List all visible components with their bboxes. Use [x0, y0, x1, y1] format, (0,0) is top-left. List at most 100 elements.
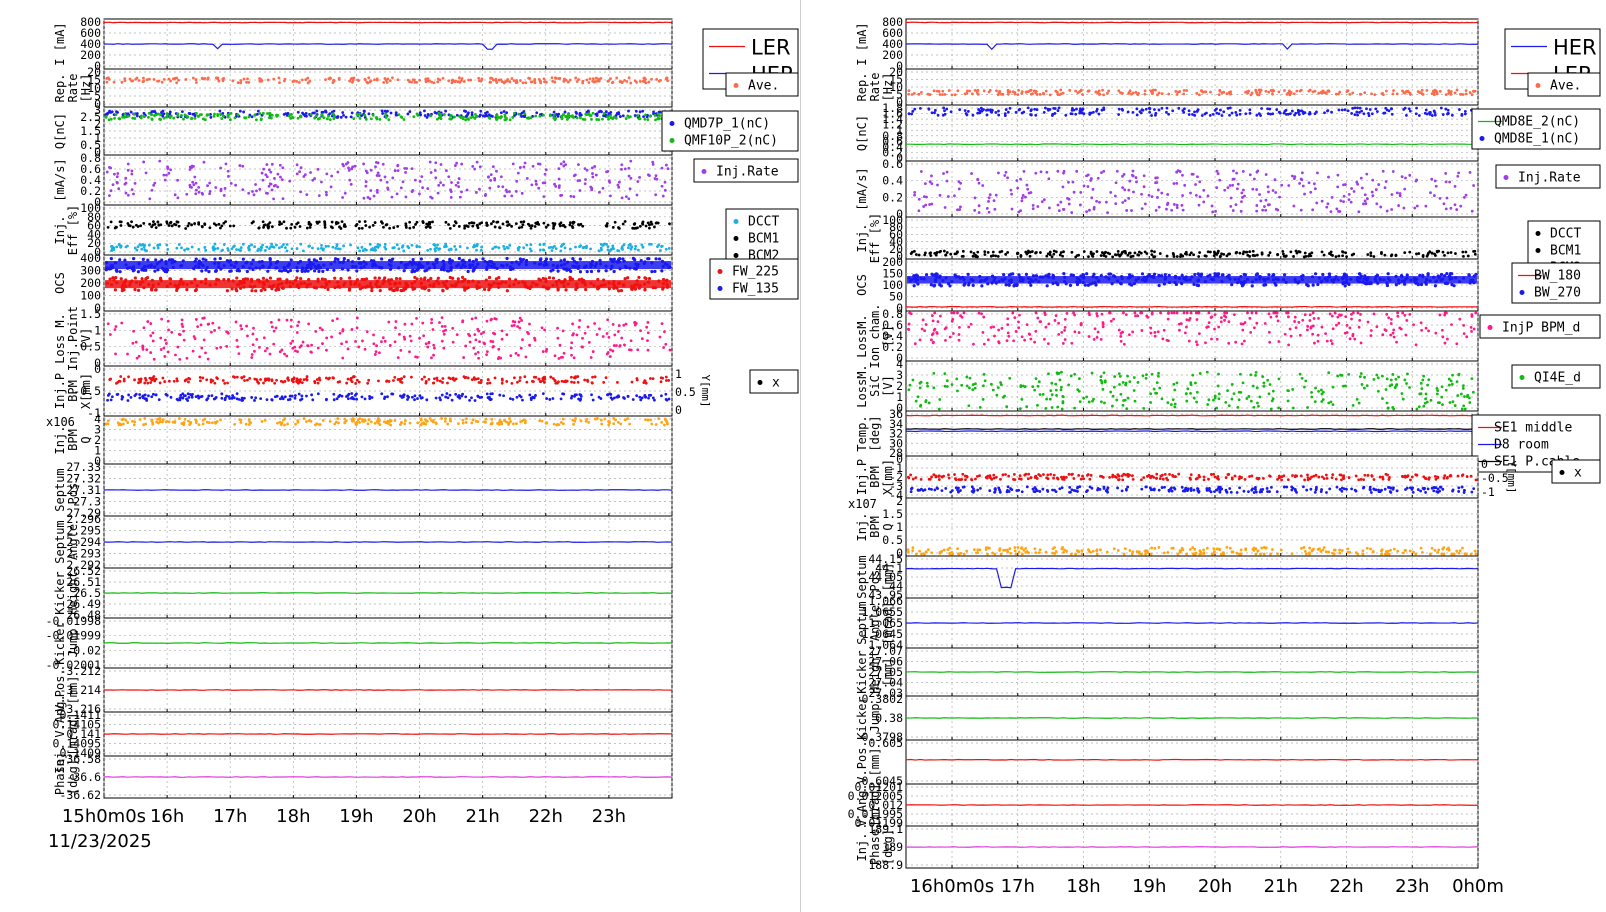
- data-point: [260, 113, 264, 117]
- data-point: [1429, 191, 1432, 195]
- data-point: [251, 190, 254, 193]
- data-point: [143, 248, 147, 252]
- data-point: [212, 222, 216, 226]
- data-point: [165, 173, 168, 177]
- data-point: [324, 190, 328, 194]
- series-vpos: [103, 689, 673, 691]
- right-tick-label: 1: [675, 367, 682, 381]
- data-point: [1444, 93, 1448, 97]
- y-axis-label: BPM: [66, 380, 80, 402]
- data-point: [453, 164, 457, 167]
- data-point: [627, 197, 631, 201]
- data-point: [597, 395, 601, 399]
- legend-swatch: [1535, 83, 1541, 88]
- data-point: [645, 115, 649, 119]
- data-point: [556, 336, 560, 340]
- data-point: [1346, 89, 1350, 93]
- data-point: [480, 221, 484, 225]
- data-point: [565, 379, 569, 383]
- legend-label: QMF10P_2(nC): [684, 134, 778, 149]
- data-point: [572, 195, 576, 199]
- data-point: [194, 418, 198, 422]
- data-point: [178, 398, 182, 402]
- data-point: [1107, 89, 1111, 93]
- data-point: [1151, 92, 1155, 95]
- data-point: [251, 258, 255, 262]
- data-point: [119, 277, 123, 281]
- data-point: [261, 220, 265, 224]
- data-point: [933, 111, 936, 115]
- data-point: [241, 257, 245, 261]
- data-point: [1052, 106, 1056, 110]
- data-point: [1446, 111, 1450, 115]
- data-point: [163, 355, 167, 358]
- data-point: [1006, 88, 1010, 92]
- data-point: [118, 270, 122, 274]
- data-point: [1350, 112, 1354, 115]
- data-point: [1102, 108, 1106, 111]
- data-point: [139, 377, 143, 381]
- data-point: [616, 330, 620, 333]
- data-point: [545, 397, 549, 400]
- data-point: [226, 248, 230, 252]
- data-point: [1056, 109, 1060, 112]
- data-point: [1298, 182, 1301, 185]
- data-point: [187, 380, 190, 384]
- data-point: [385, 80, 389, 84]
- data-point: [547, 276, 552, 280]
- data-point: [269, 320, 273, 324]
- data-point: [624, 117, 628, 120]
- data-point: [371, 113, 375, 117]
- y-axis-label: X[mm]: [79, 373, 93, 409]
- data-point: [1087, 89, 1091, 93]
- data-point: [423, 109, 426, 113]
- data-point: [134, 340, 138, 344]
- data-point: [1210, 204, 1214, 208]
- data-point: [663, 180, 667, 184]
- data-point: [1183, 183, 1187, 187]
- data-point: [109, 220, 113, 224]
- data-point: [1011, 90, 1015, 94]
- data-point: [595, 79, 599, 83]
- data-point: [603, 417, 607, 421]
- data-point: [219, 189, 223, 193]
- data-point: [277, 318, 281, 322]
- data-point: [214, 421, 218, 425]
- data-point: [508, 243, 512, 247]
- data-point: [512, 111, 516, 115]
- data-point: [571, 418, 575, 422]
- legend-label: FW_225: [732, 265, 779, 280]
- data-point: [278, 223, 281, 226]
- data-point: [177, 243, 181, 246]
- data-point: [942, 106, 946, 110]
- data-point: [175, 377, 179, 381]
- data-point: [111, 276, 115, 280]
- data-point: [581, 224, 585, 228]
- data-point: [912, 91, 916, 95]
- data-point: [272, 197, 276, 201]
- data-point: [362, 162, 366, 166]
- data-point: [191, 349, 195, 353]
- data-point: [1375, 110, 1379, 113]
- data-point: [1449, 90, 1453, 93]
- data-point: [557, 112, 561, 116]
- data-point: [636, 248, 640, 252]
- data-point: [217, 326, 221, 330]
- data-point: [1020, 196, 1024, 200]
- data-point: [956, 89, 960, 93]
- data-point: [213, 257, 217, 261]
- data-point: [646, 331, 650, 335]
- data-point: [1464, 92, 1468, 96]
- data-point: [620, 247, 624, 250]
- data-point: [976, 92, 980, 96]
- data-point: [1403, 187, 1407, 191]
- data-point: [211, 321, 215, 325]
- data-point: [393, 288, 398, 292]
- data-point: [365, 330, 369, 334]
- data-point: [414, 222, 417, 226]
- y-axis-label: Height: [66, 571, 80, 614]
- tick-label: 40: [87, 227, 101, 241]
- data-point: [596, 417, 599, 420]
- data-point: [205, 420, 209, 424]
